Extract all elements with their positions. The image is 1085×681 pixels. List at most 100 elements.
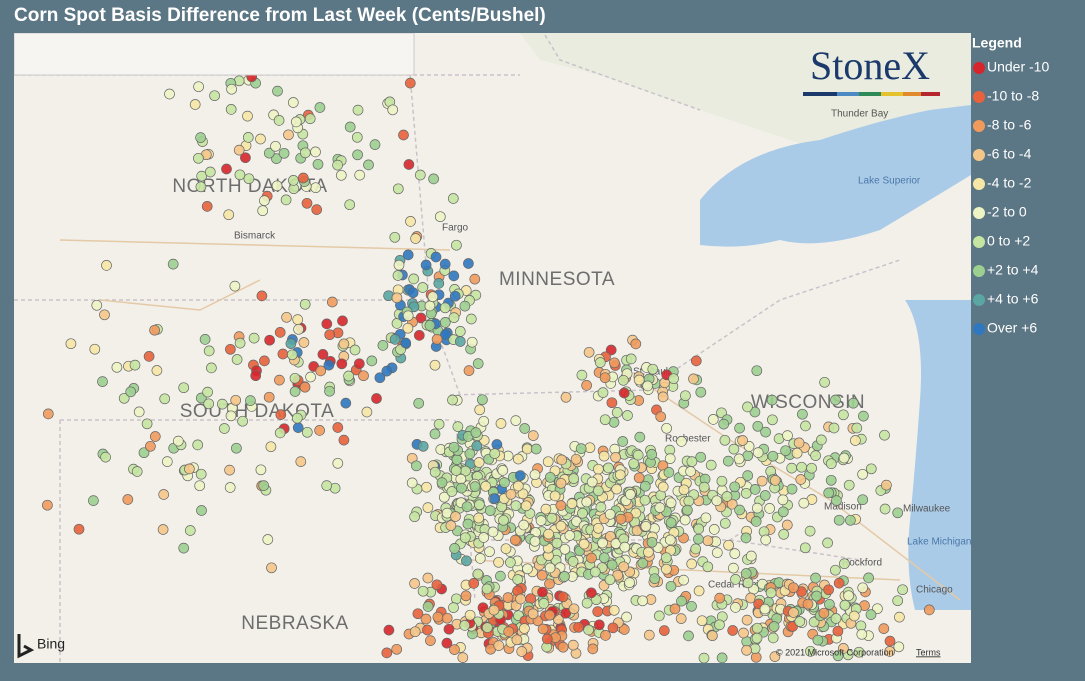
site-marker [583, 624, 594, 636]
site-marker [500, 543, 512, 555]
site-marker [718, 418, 730, 430]
site-marker [778, 528, 790, 540]
site-marker [178, 382, 190, 394]
site-marker [461, 555, 472, 567]
site-marker [740, 532, 752, 544]
site-marker [493, 556, 504, 568]
site-marker [332, 457, 344, 469]
site-marker [493, 640, 505, 651]
site-marker [292, 314, 304, 325]
site-marker [884, 635, 896, 647]
site-marker [489, 493, 501, 504]
site-marker [568, 603, 580, 615]
site-marker [742, 470, 754, 481]
site-marker [510, 415, 522, 426]
site-marker [203, 345, 215, 357]
site-marker [434, 211, 446, 223]
site-marker [696, 615, 708, 627]
site-marker [630, 338, 642, 350]
legend-swatch [973, 265, 985, 277]
site-marker [403, 159, 415, 170]
site-marker [224, 464, 235, 476]
legend-label: Over +6 [987, 320, 1037, 336]
site-marker [788, 582, 799, 594]
site-marker [509, 534, 521, 546]
site-marker [567, 639, 579, 651]
site-marker [544, 609, 556, 621]
site-marker [202, 386, 213, 398]
legend-label: -10 to -8 [987, 88, 1039, 104]
site-marker [679, 514, 691, 526]
site-marker [606, 397, 618, 409]
site-marker [216, 398, 228, 410]
site-marker [374, 372, 386, 384]
site-marker [714, 619, 725, 631]
site-marker [788, 607, 799, 618]
site-marker [708, 524, 720, 535]
site-marker [857, 582, 869, 594]
site-marker [157, 524, 169, 535]
site-marker [354, 169, 366, 181]
site-marker [363, 159, 374, 171]
site-marker [42, 499, 53, 511]
site-marker [450, 511, 461, 522]
site-marker [219, 423, 230, 434]
site-marker [685, 466, 696, 477]
site-marker [585, 587, 597, 599]
site-marker [804, 525, 816, 537]
site-marker [740, 568, 752, 579]
site-marker [143, 351, 155, 362]
site-marker [237, 415, 248, 427]
legend-label: -2 to 0 [987, 204, 1027, 220]
site-marker [653, 610, 665, 622]
site-marker [832, 625, 844, 637]
site-marker [892, 595, 904, 607]
site-marker [298, 337, 310, 348]
site-marker [381, 365, 393, 377]
site-marker [767, 632, 779, 644]
site-marker [610, 451, 621, 463]
site-marker [310, 146, 321, 158]
site-marker [422, 502, 434, 513]
site-marker [332, 159, 343, 171]
site-marker [281, 311, 292, 323]
terms-link[interactable]: Terms [916, 647, 941, 657]
site-marker [543, 528, 554, 540]
site-marker [781, 519, 793, 531]
site-marker [299, 147, 311, 159]
site-marker [459, 300, 471, 312]
site-marker [377, 340, 389, 351]
site-marker [740, 487, 752, 499]
site-marker [752, 420, 764, 432]
site-marker [398, 129, 409, 141]
site-marker [451, 454, 463, 466]
site-marker [448, 441, 460, 453]
site-marker [466, 336, 478, 348]
site-marker [879, 429, 890, 441]
site-marker [512, 453, 524, 465]
site-marker [825, 474, 837, 486]
site-marker [830, 394, 841, 406]
site-marker [469, 273, 481, 285]
site-marker [417, 282, 429, 293]
site-marker [420, 613, 432, 625]
site-marker [289, 386, 301, 397]
site-marker [583, 346, 595, 358]
site-marker [557, 641, 569, 653]
site-marker [129, 359, 141, 371]
site-marker [321, 318, 333, 330]
site-marker [741, 644, 752, 656]
site-marker [884, 646, 896, 657]
place-label: Rochester [665, 434, 711, 445]
site-marker [409, 626, 421, 638]
legend-swatch [973, 91, 985, 103]
site-marker [537, 586, 548, 598]
site-marker [324, 329, 336, 341]
site-marker [605, 530, 616, 542]
copyright: © 2021 Microsoft Corporation [776, 647, 894, 657]
site-marker [676, 595, 687, 607]
site-marker [464, 609, 476, 621]
site-marker [161, 456, 173, 467]
site-marker [581, 496, 593, 508]
